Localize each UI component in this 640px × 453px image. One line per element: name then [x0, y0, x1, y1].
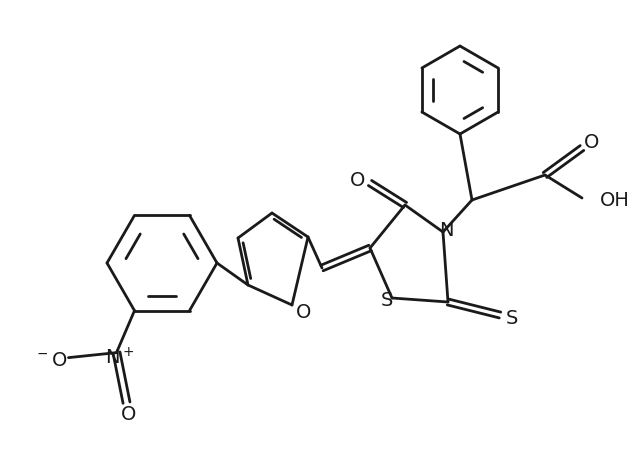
Text: OH: OH [600, 191, 630, 209]
Text: O: O [350, 172, 365, 191]
Text: O: O [121, 405, 136, 424]
Text: O: O [584, 134, 600, 153]
Text: N: N [439, 221, 453, 240]
Text: O: O [296, 304, 312, 323]
Text: $^-$O: $^-$O [34, 351, 67, 370]
Text: S: S [506, 308, 518, 328]
Text: S: S [381, 291, 393, 310]
Text: N$^+$: N$^+$ [105, 347, 134, 368]
